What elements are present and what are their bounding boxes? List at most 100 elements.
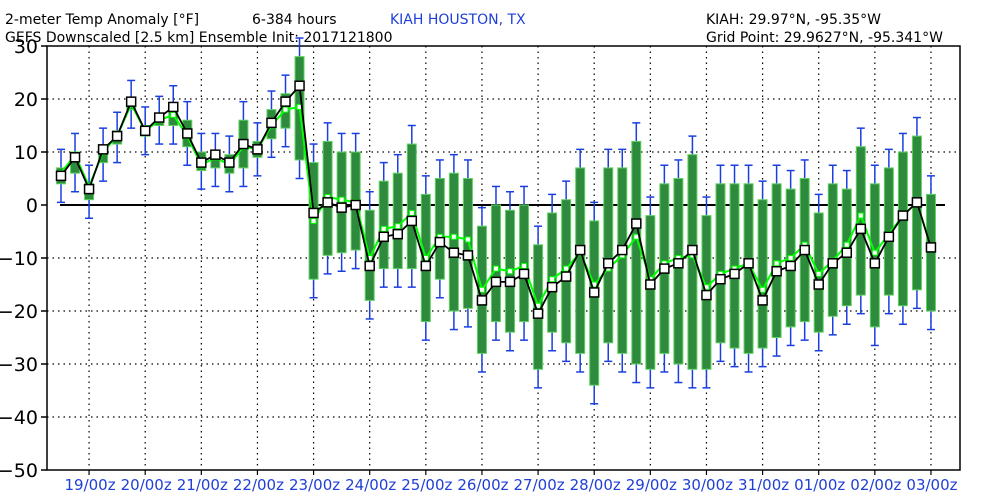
y-tick-label: 30 <box>14 36 38 58</box>
median-point <box>350 199 361 211</box>
x-tick-label: 02/00z <box>850 476 901 494</box>
ensemble-box <box>392 172 403 270</box>
y-tick-label: −10 <box>0 248 38 270</box>
mean-point <box>478 286 485 293</box>
ensemble-box <box>743 183 754 354</box>
median-point <box>659 263 670 274</box>
ensemble-box <box>448 172 459 312</box>
mean-point <box>815 270 822 277</box>
station-coordinates: KIAH: 29.97°N, -95.35°W <box>706 12 882 28</box>
mean-point <box>464 236 471 243</box>
median-point <box>97 144 109 155</box>
median-point <box>799 244 810 256</box>
median-point <box>462 250 474 261</box>
median-point <box>83 183 95 195</box>
median-point <box>841 247 853 258</box>
median-point <box>252 144 263 155</box>
x-tick-label: 21/00z <box>177 476 228 494</box>
ensemble-box <box>462 178 473 309</box>
ensemble-box <box>827 183 838 317</box>
median-point <box>785 260 796 272</box>
median-point <box>406 215 418 227</box>
x-tick-label: 22/00z <box>233 476 284 494</box>
median-point <box>701 289 712 301</box>
mean-point <box>170 111 177 118</box>
median-point <box>490 276 502 288</box>
ensemble-box <box>434 178 445 280</box>
median-point <box>420 260 432 272</box>
median-point <box>392 228 404 240</box>
mean-point <box>282 106 289 113</box>
median-point <box>617 244 628 256</box>
x-tick-label: 24/00z <box>345 476 396 494</box>
median-point <box>813 279 824 290</box>
median-point <box>294 80 305 91</box>
ensemble-box <box>897 151 908 307</box>
x-tick-label: 01/00z <box>794 476 845 494</box>
mean-point <box>871 249 878 256</box>
median-point <box>238 138 249 150</box>
median-point <box>883 231 895 243</box>
median-point <box>168 101 179 113</box>
ensemble-box <box>617 167 628 354</box>
ensemble-box <box>673 178 684 365</box>
y-tick-label: 0 <box>26 195 38 217</box>
median-point <box>729 268 740 280</box>
median-point <box>588 287 600 298</box>
ensemble-box <box>589 220 600 386</box>
mean-point <box>773 260 780 267</box>
ensemble-box <box>925 193 936 312</box>
median-point <box>869 258 881 269</box>
mean-point <box>450 233 457 240</box>
median-point <box>139 125 151 137</box>
median-point <box>182 128 193 139</box>
median-point <box>602 258 614 269</box>
mean-point <box>857 212 864 219</box>
mean-point <box>310 217 317 224</box>
median-point <box>125 96 137 107</box>
mean-point <box>759 286 766 293</box>
median-point <box>55 170 67 182</box>
x-tick-label: 29/00z <box>626 476 677 494</box>
median-point <box>925 242 937 253</box>
ensemble-box <box>855 146 866 296</box>
x-tick-label: 19/00z <box>65 476 116 494</box>
ensemble-box <box>911 135 922 291</box>
median-point <box>69 152 81 163</box>
median-point <box>476 295 488 306</box>
median-point <box>855 223 867 235</box>
median-point <box>308 207 319 219</box>
median-point <box>378 231 389 243</box>
mean-point <box>787 255 794 261</box>
median-point <box>434 236 446 248</box>
mean-point <box>521 262 528 269</box>
mean-point <box>408 209 415 216</box>
median-point <box>532 308 544 319</box>
median-point <box>897 210 909 221</box>
x-tick-label: 28/00z <box>570 476 621 494</box>
mean-point <box>394 223 401 230</box>
median-point <box>280 96 291 107</box>
median-point <box>560 271 572 282</box>
median-point <box>546 281 558 293</box>
ensemble-box <box>547 212 558 333</box>
x-tick-label: 25/00z <box>401 476 452 494</box>
y-tick-label: 10 <box>14 142 38 164</box>
x-tick-label: 23/00z <box>289 476 340 494</box>
median-point <box>322 197 333 208</box>
mean-point <box>507 268 514 275</box>
median-point <box>153 112 165 123</box>
ensemble-box <box>603 167 614 344</box>
median-point <box>631 218 642 229</box>
forecast-range: 6-384 hours <box>252 12 337 28</box>
median-point <box>518 268 530 280</box>
mean-point <box>492 265 499 272</box>
ensemble-box <box>406 143 417 270</box>
ensemble-box <box>378 180 389 270</box>
median-point <box>771 266 782 277</box>
mean-point <box>843 241 850 248</box>
ensemble-box <box>490 204 501 323</box>
median-point <box>266 117 277 129</box>
y-tick-label: −30 <box>0 354 38 376</box>
